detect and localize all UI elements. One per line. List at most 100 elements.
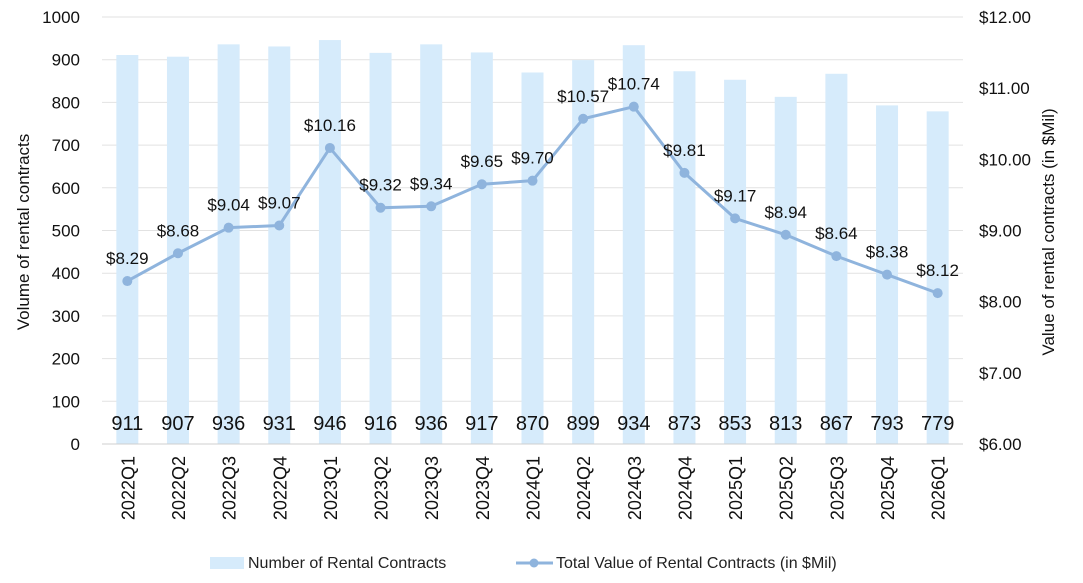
y2-tick-label: $9.00 (979, 222, 1022, 241)
x-tick-label: 2024Q4 (675, 456, 695, 520)
legend-line-label: Total Value of Rental Contracts (in $Mil… (556, 555, 837, 572)
bar-value-label: 946 (313, 413, 346, 435)
x-tick-label: 2023Q1 (321, 456, 341, 520)
y2-tick-label: $6.00 (979, 435, 1022, 454)
x-tick-label: 2023Q4 (473, 456, 493, 520)
line-point (527, 175, 538, 186)
line-value-label: $8.38 (866, 243, 909, 262)
y2-axis-title: Value of rental contracts (in $Mil) (1039, 108, 1058, 355)
bar (369, 52, 392, 444)
bar-value-label: 793 (870, 413, 903, 435)
line-value-label: $9.04 (207, 196, 250, 215)
line-point (730, 213, 741, 224)
y2-tick-label: $7.00 (979, 364, 1022, 383)
y2-tick-label: $12.00 (979, 8, 1031, 27)
x-tick-label: 2022Q3 (220, 456, 240, 520)
line-point (172, 248, 183, 259)
x-tick-label: 2025Q3 (827, 456, 847, 520)
axes: 0 100 200 300 400 500 600 700 800 900 1000 $6.00 $7.… (14, 8, 1058, 520)
line-value-label: $9.17 (714, 186, 757, 205)
line-point (476, 179, 487, 190)
y-tick-label: 0 (71, 435, 80, 454)
x-tick-label: 2024Q2 (574, 456, 594, 520)
y-axis-title: Volume of rental contracts (14, 134, 33, 331)
line-point (324, 142, 335, 153)
x-tick-label: 2025Q4 (878, 456, 898, 520)
line-value-label: $9.81 (663, 141, 706, 160)
bar-value-label: 873 (668, 413, 701, 435)
bar (724, 79, 747, 445)
y-tick-label: 500 (52, 222, 80, 241)
line-value-label: $8.64 (815, 224, 858, 243)
y-tick-label: 400 (52, 264, 80, 283)
y-tick-label: 1000 (42, 8, 80, 27)
legend-bar-swatch (210, 557, 244, 569)
bar-value-label: 779 (921, 413, 954, 435)
line-point (831, 251, 842, 262)
line-value-label: $8.94 (764, 203, 807, 222)
line-point (426, 201, 437, 212)
bar-value-label: 916 (364, 413, 397, 435)
y-tick-label: 800 (52, 93, 80, 112)
legend[interactable]: Number of Rental Contracts Total Value of… (210, 555, 837, 572)
y-tick-label: 700 (52, 136, 80, 155)
x-tick-label: 2025Q1 (726, 456, 746, 520)
x-tick-label: 2024Q3 (625, 456, 645, 520)
line-point (780, 229, 791, 240)
bar-value-label: 867 (820, 413, 853, 435)
data-labels: 911 907 936 931 946 916 936 917 870 899 934 873 853 8… (106, 75, 959, 435)
bar-value-label: 936 (212, 413, 245, 435)
bar (116, 55, 139, 445)
bar-value-label: 917 (465, 413, 498, 435)
line-value-label: $8.68 (157, 221, 200, 240)
line-series (122, 101, 943, 299)
legend-line-marker (529, 558, 539, 568)
line-value-label: $10.16 (304, 116, 356, 135)
line-point (679, 167, 690, 178)
bar-value-label: 813 (769, 413, 802, 435)
line-value-label: $8.12 (916, 261, 959, 280)
line-value-label: $8.29 (106, 249, 149, 268)
line-value-label: $10.57 (557, 87, 609, 106)
line-value-label: $9.65 (461, 152, 504, 171)
y-tick-label: 200 (52, 350, 80, 369)
line-point (274, 220, 285, 231)
y-tick-label: 100 (52, 392, 80, 411)
legend-bar-label: Number of Rental Contracts (248, 555, 446, 572)
line-point (932, 288, 943, 299)
x-tick-label: 2024Q1 (524, 456, 544, 520)
x-tick-label: 2026Q1 (929, 456, 949, 520)
x-tick-label: 2022Q2 (169, 456, 189, 520)
x-tick-label: 2023Q2 (372, 456, 392, 520)
line-value-label: $9.70 (511, 149, 554, 168)
bar-value-label: 911 (111, 413, 143, 435)
x-tick-label: 2023Q3 (422, 456, 442, 520)
y-tick-label: 600 (52, 179, 80, 198)
y-tick-label: 900 (52, 51, 80, 70)
bar (926, 111, 949, 444)
line-value-label: $9.34 (410, 174, 453, 193)
y-tick-label: 300 (52, 307, 80, 326)
bar (521, 72, 544, 444)
line-point (375, 202, 386, 213)
bar-series (116, 40, 949, 445)
bar (622, 45, 645, 444)
bar (420, 44, 443, 444)
y2-tick-label: $8.00 (979, 293, 1022, 312)
bar-value-label: 936 (415, 413, 448, 435)
line-point (628, 101, 639, 112)
bar-value-label: 899 (566, 413, 599, 435)
bar (318, 40, 341, 445)
bar-value-label: 907 (161, 413, 194, 435)
x-tick-label: 2022Q1 (118, 456, 138, 520)
line-value-label: $9.07 (258, 194, 301, 213)
x-tick-label: 2025Q2 (777, 456, 797, 520)
line-point (223, 222, 234, 233)
line-value-label: $10.74 (608, 75, 660, 94)
x-tick-label: 2022Q4 (270, 456, 290, 520)
bar-value-label: 934 (617, 413, 650, 435)
bar (673, 71, 696, 444)
y2-tick-label: $11.00 (979, 79, 1030, 98)
